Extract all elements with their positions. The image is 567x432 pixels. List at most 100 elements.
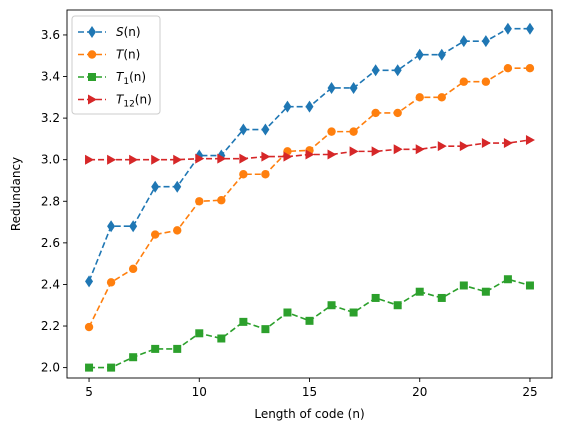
series-1-point [173, 180, 182, 193]
series-1-point [393, 64, 402, 77]
series-2-point [261, 170, 270, 179]
x-axis-ticks: 5 10 15 20 25 [85, 378, 538, 399]
series-1-point [305, 100, 314, 113]
series-3-point [151, 344, 160, 353]
x-tick-label: 25 [522, 385, 537, 399]
legend-marker [88, 94, 97, 105]
legend-frame [71, 15, 161, 115]
legend-label: T1(n) [116, 70, 146, 87]
legend-marker [88, 73, 96, 81]
y-tick-label: 2.6 [41, 236, 60, 250]
series-2-point [173, 226, 182, 235]
legend-item-4: T12(n) [78, 93, 152, 110]
series-3-point [481, 287, 490, 296]
series-2-point [239, 170, 248, 179]
series-2-point [481, 77, 491, 86]
series-3 [85, 275, 534, 372]
series-4-point [261, 151, 271, 162]
series-1 [85, 22, 534, 288]
series-4-point [393, 144, 403, 155]
legend-item-1: S(n) [78, 25, 141, 39]
y-tick-label: 2.2 [41, 319, 60, 333]
legend: S(n) T(n) T1(n) T12(n) [71, 15, 161, 115]
series-2-point [503, 64, 513, 73]
series-4-point [525, 134, 535, 145]
y-tick-label: 3.6 [41, 28, 60, 42]
series-4-point [129, 154, 139, 165]
series-3-point [415, 287, 424, 296]
series-3-point [173, 344, 182, 353]
series-3-point [305, 316, 314, 325]
series-4-point [195, 153, 205, 164]
series-4-point [503, 138, 513, 149]
series-1-point [349, 81, 358, 94]
series-4-point [349, 146, 359, 157]
series-3-point [503, 275, 512, 284]
series-3-point [437, 293, 446, 302]
series-4-point [459, 141, 469, 152]
series-1-point [459, 35, 468, 48]
series-4-point [305, 149, 315, 160]
series-4-point [107, 154, 117, 165]
series-2-point [106, 278, 116, 287]
series-2-point [371, 108, 380, 118]
series-3-point [107, 363, 116, 372]
series-1-point [85, 275, 94, 288]
series-3-point [261, 325, 270, 334]
series-2-point [393, 108, 402, 118]
series-1-point [437, 48, 446, 61]
series-2-point [150, 230, 160, 239]
series-4-point [173, 154, 183, 165]
series-3-point [327, 301, 336, 310]
series-3-point [217, 334, 226, 343]
series-2-point [217, 196, 226, 205]
series-2-point [459, 77, 469, 86]
legend-item-2: T(n) [78, 48, 140, 62]
y-tick-label: 3.4 [41, 70, 60, 84]
series-3-point [129, 353, 138, 362]
series-1-point [239, 123, 248, 136]
series-4-point [371, 146, 381, 157]
y-axis-label: Redundancy [9, 157, 23, 231]
series-4-point [217, 153, 227, 164]
plot-area [66, 9, 553, 379]
series-1-point [481, 35, 490, 48]
series-3-point [525, 281, 534, 290]
series-2 [84, 64, 535, 332]
y-tick-label: 3.0 [41, 153, 60, 167]
series-1-point [327, 81, 336, 94]
legend-label: T(n) [116, 48, 140, 62]
series-4-point [151, 154, 161, 165]
x-tick-label: 5 [85, 385, 93, 399]
series-1-point [283, 100, 292, 113]
series-2-point [525, 64, 535, 73]
series-4-point [239, 153, 249, 164]
series-3-point [283, 308, 292, 317]
x-tick-label: 20 [412, 385, 427, 399]
series-1-point [525, 22, 534, 35]
series-2-point [327, 127, 336, 136]
series-3-point [393, 301, 402, 310]
y-axis-ticks: 2.0 2.2 2.4 2.6 2.8 3.0 3.2 3.4 3.6 [41, 28, 67, 375]
legend-item-3: T1(n) [78, 70, 146, 87]
x-axis-label: Length of code (n) [254, 407, 364, 421]
series-4-point [85, 154, 95, 165]
series-2-point [349, 127, 358, 136]
series-1-point [261, 123, 270, 136]
legend-label: S(n) [116, 25, 141, 39]
legend-marker [87, 50, 97, 59]
series-4-point [481, 138, 491, 149]
series-2-point [84, 322, 94, 332]
series-2-point [195, 197, 204, 206]
series-1-point [129, 220, 138, 233]
series-1-point [503, 22, 512, 35]
series-1-point [415, 48, 424, 61]
x-tick-label: 10 [192, 385, 207, 399]
series-3-point [239, 317, 248, 326]
series-3-point [371, 293, 380, 302]
series-4-point [415, 144, 425, 155]
series-3-point [349, 308, 358, 317]
x-tick-label: 15 [302, 385, 317, 399]
series-3-point [85, 363, 94, 372]
